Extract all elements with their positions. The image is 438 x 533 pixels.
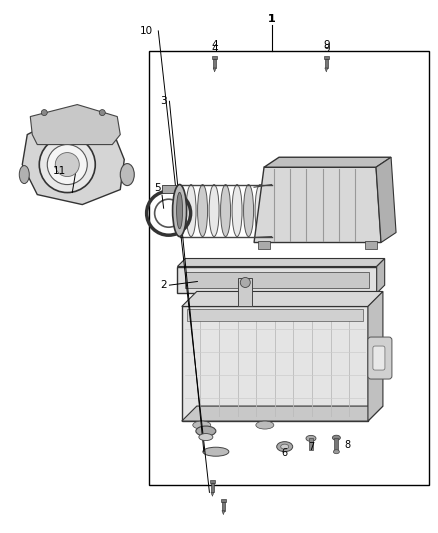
Ellipse shape [277, 442, 293, 451]
Ellipse shape [186, 184, 196, 237]
Bar [324, 56, 329, 59]
Bar [149, 51, 429, 485]
Text: 4: 4 [211, 40, 218, 50]
Text: 9: 9 [323, 44, 330, 54]
Ellipse shape [193, 421, 211, 429]
Text: 9: 9 [323, 40, 330, 50]
Text: 2: 2 [160, 280, 166, 290]
Ellipse shape [120, 164, 134, 185]
Ellipse shape [175, 184, 184, 237]
Polygon shape [211, 492, 214, 496]
Ellipse shape [244, 184, 254, 237]
Ellipse shape [256, 421, 274, 429]
Ellipse shape [173, 184, 187, 237]
Bar [212, 56, 217, 59]
Bar [177, 266, 377, 293]
Text: 6: 6 [282, 448, 288, 458]
Ellipse shape [199, 433, 213, 441]
Ellipse shape [177, 192, 183, 229]
Bar [334, 438, 339, 452]
Text: 8: 8 [344, 440, 350, 450]
Polygon shape [264, 157, 391, 167]
Ellipse shape [19, 166, 29, 183]
Bar [185, 271, 369, 288]
Ellipse shape [196, 426, 216, 436]
Polygon shape [30, 104, 120, 144]
Bar [258, 240, 270, 248]
Bar [309, 438, 313, 450]
Polygon shape [377, 259, 385, 293]
Circle shape [41, 110, 47, 116]
Circle shape [240, 278, 250, 287]
Text: 1: 1 [268, 14, 275, 23]
Ellipse shape [281, 444, 289, 449]
Polygon shape [177, 259, 385, 266]
Text: 4: 4 [211, 44, 218, 54]
Bar [222, 502, 225, 511]
Ellipse shape [232, 184, 242, 237]
Text: 1: 1 [268, 14, 276, 23]
Ellipse shape [221, 184, 230, 237]
Polygon shape [182, 292, 383, 306]
Polygon shape [222, 511, 225, 515]
Polygon shape [254, 167, 381, 243]
Bar [182, 306, 368, 421]
Ellipse shape [255, 184, 265, 237]
Text: 10: 10 [140, 26, 153, 36]
Ellipse shape [306, 435, 316, 441]
Ellipse shape [203, 447, 229, 456]
Ellipse shape [333, 450, 339, 454]
Ellipse shape [198, 184, 208, 237]
Polygon shape [325, 68, 328, 72]
Circle shape [39, 136, 95, 192]
Text: 3: 3 [160, 96, 166, 106]
Polygon shape [182, 406, 383, 421]
Bar [187, 310, 363, 321]
Circle shape [47, 144, 87, 184]
Polygon shape [376, 157, 396, 243]
Bar [238, 278, 252, 306]
Bar [211, 483, 214, 492]
Polygon shape [213, 68, 216, 72]
Bar [210, 480, 215, 483]
Text: 11: 11 [53, 166, 66, 175]
Bar [221, 499, 226, 502]
Ellipse shape [332, 435, 340, 440]
Bar [162, 185, 176, 193]
Text: 7: 7 [308, 442, 314, 453]
Circle shape [55, 152, 79, 176]
Bar [325, 59, 328, 68]
Bar [365, 240, 377, 248]
Circle shape [99, 110, 105, 116]
Ellipse shape [209, 184, 219, 237]
Polygon shape [368, 292, 383, 421]
FancyBboxPatch shape [368, 337, 392, 379]
FancyBboxPatch shape [373, 346, 385, 370]
Ellipse shape [267, 184, 276, 237]
Text: 5: 5 [154, 183, 161, 193]
Bar [213, 59, 216, 68]
Polygon shape [22, 117, 124, 205]
